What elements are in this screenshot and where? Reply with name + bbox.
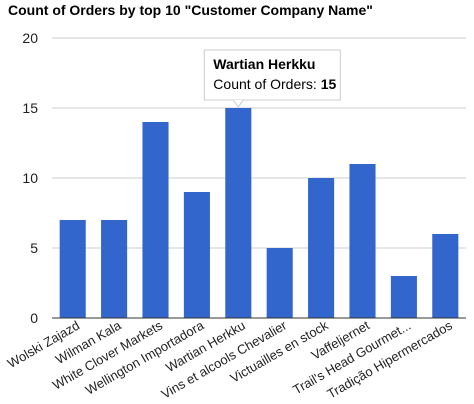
bar[interactable] xyxy=(390,276,417,318)
tooltip: Wartian Herkku Count of Orders: 15 xyxy=(203,49,341,108)
chart-title: Count of Orders by top 10 "Customer Comp… xyxy=(8,2,373,18)
tooltip-label: Count of Orders: xyxy=(213,76,320,92)
y-tick-label: 15 xyxy=(22,100,38,116)
y-axis-ticks: 0 5 10 15 20 xyxy=(22,30,38,326)
bar[interactable] xyxy=(308,178,335,318)
bar[interactable] xyxy=(59,220,86,318)
bars xyxy=(59,108,459,318)
tooltip-box xyxy=(203,49,341,101)
tooltip-pointer xyxy=(232,99,244,108)
bar[interactable] xyxy=(349,164,376,318)
tooltip-text: Count of Orders: 15 xyxy=(213,76,336,92)
bar[interactable] xyxy=(142,122,169,318)
y-tick-label: 5 xyxy=(30,240,38,256)
gridlines xyxy=(52,37,466,249)
y-tick-label: 0 xyxy=(30,310,38,326)
bar[interactable] xyxy=(101,220,128,318)
bar[interactable] xyxy=(266,248,293,318)
bar[interactable] xyxy=(183,192,210,318)
tooltip-title: Wartian Herkku xyxy=(213,56,315,72)
y-tick-label: 20 xyxy=(22,30,38,46)
bar[interactable] xyxy=(432,234,459,318)
tooltip-value: 15 xyxy=(321,76,337,92)
y-tick-label: 10 xyxy=(22,170,38,186)
bar[interactable] xyxy=(225,108,252,318)
